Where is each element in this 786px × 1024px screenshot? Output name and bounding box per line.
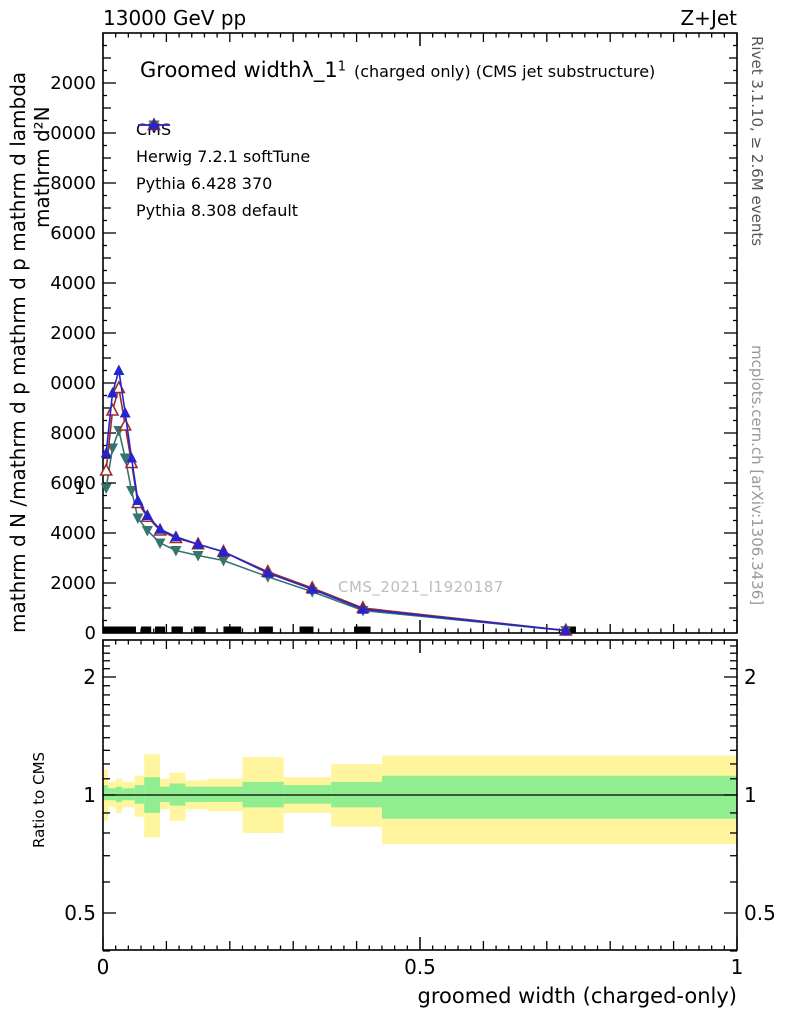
analysis-id-watermark: CMS_2021_I1920187	[338, 578, 504, 596]
tick-label: 1	[744, 783, 757, 807]
legend-item: Pythia 8.308 default	[136, 119, 310, 224]
tick-label: 0.5	[404, 955, 436, 979]
series-cms	[103, 626, 576, 634]
cms-data-point	[103, 626, 136, 634]
y-axis-label-inner: mathrm d²N	[30, 106, 54, 228]
cms-data-point	[141, 626, 152, 634]
cms-data-point	[193, 626, 206, 634]
tick-label: 2000	[50, 323, 96, 344]
tick-label: 0	[97, 955, 110, 979]
cms-data-point	[258, 626, 273, 634]
plot-title-qualifier: (charged only) (CMS jet substructure)	[354, 62, 656, 81]
legend-item: Pythia 6.428 370	[136, 117, 310, 197]
legend-label: Pythia 8.308 default	[136, 201, 299, 220]
tick-label: 1	[83, 783, 96, 807]
stat-uncertainty-band	[381, 775, 737, 819]
axis-tick-labels: 0200040006000800000002000400060008000000…	[50, 73, 776, 979]
cms-data-point	[299, 626, 314, 634]
tick-label: 0000	[50, 123, 96, 144]
tick-label: 2000	[50, 73, 96, 94]
stat-uncertainty-band	[160, 786, 170, 802]
tick-label: 6000	[50, 223, 96, 244]
rivet-version-label: Rivet 3.1.10, ≥ 2.6M events	[748, 36, 766, 247]
plot-title: Groomed widthλ_11 (charged only) (CMS jet…	[140, 58, 655, 82]
cms-data-point	[564, 626, 576, 634]
series-herwig-7-2-1-softtune	[100, 426, 572, 637]
tick-label: 2	[83, 665, 96, 689]
tick-label: 4000	[50, 273, 96, 294]
tick-label: 6000	[50, 473, 96, 494]
tick-label: 8000	[50, 423, 96, 444]
x-axis-title: groomed width (charged-only)	[417, 984, 737, 1008]
tick-label: 4000	[50, 523, 96, 544]
stat-uncertainty-band	[122, 788, 135, 801]
series-pythia-8-308-default	[100, 364, 572, 635]
legend-label: Pythia 6.428 370	[136, 174, 273, 193]
tick-label: 0	[85, 623, 96, 644]
stat-uncertainty-band	[103, 785, 109, 801]
y-axis-label-one: 1	[74, 478, 86, 499]
ratio-uncertainty-bands	[103, 754, 737, 844]
beam-energy-label: 13000 GeV pp	[103, 6, 247, 30]
tick-label: 2000	[50, 573, 96, 594]
mcplots-credit-label: mcplots.cern.ch [arXiv:1306.3436]	[748, 345, 766, 606]
tick-label: 0000	[50, 373, 96, 394]
cms-data-point	[354, 626, 371, 634]
tick-label: 0.5	[744, 901, 776, 925]
plot-title-symbol: λ_1	[301, 58, 338, 82]
ratio-axis-label: Ratio to CMS	[30, 751, 48, 848]
cms-data-point	[223, 626, 242, 634]
legend-label: Herwig 7.2.1 softTune	[136, 147, 311, 166]
cms-data-point	[171, 626, 183, 634]
legend-item: Herwig 7.2.1 softTune	[136, 120, 311, 170]
stat-uncertainty-band	[108, 788, 116, 801]
y-axis-label-outer: mathrm d N /mathrm d p mathrm d p mathrm…	[6, 71, 30, 633]
tick-label: 2	[744, 665, 757, 689]
stat-uncertainty-band	[115, 786, 123, 802]
stat-uncertainty-band	[207, 786, 243, 802]
legend-marker-icon	[138, 119, 170, 130]
series-pythia-6-428-370	[99, 380, 573, 636]
tick-label: 0.5	[64, 901, 96, 925]
plot-title-text: Groomed width	[140, 58, 302, 82]
tick-label: 1	[731, 955, 744, 979]
plot-title-superscript: 1	[337, 59, 346, 75]
tick-label: 8000	[50, 173, 96, 194]
process-label: Z+Jet	[680, 6, 737, 30]
cms-data-point	[154, 626, 166, 634]
stat-uncertainty-band	[185, 786, 208, 802]
